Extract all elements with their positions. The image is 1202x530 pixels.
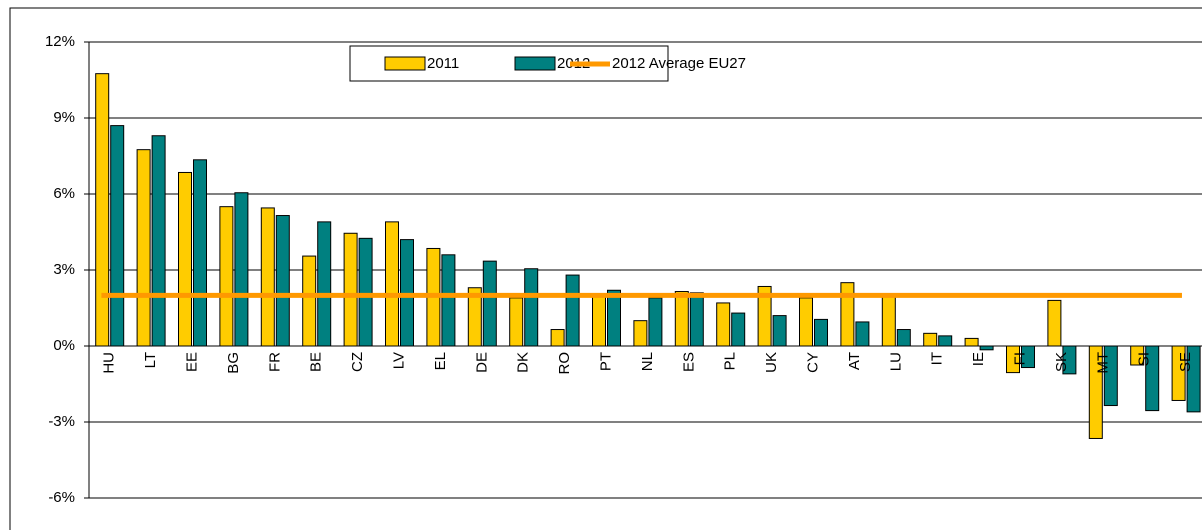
- bar: [358, 237, 373, 347]
- y-tick-label: -6%: [48, 489, 75, 506]
- x-tick-label: LT: [142, 352, 159, 368]
- bar: [193, 159, 207, 347]
- bar: [799, 297, 813, 347]
- legend-swatch: [514, 56, 556, 71]
- bar: [716, 302, 731, 347]
- y-tick-label: -3%: [48, 413, 75, 430]
- x-tick-label: BE: [308, 352, 325, 372]
- y-tick-label: 3%: [53, 261, 75, 278]
- bar: [385, 221, 399, 347]
- x-tick-label: LU: [887, 352, 904, 371]
- x-tick-label: DK: [515, 352, 532, 373]
- bar: [607, 289, 621, 347]
- bar: [1130, 345, 1145, 366]
- bar: [772, 315, 787, 347]
- bar: [482, 260, 497, 347]
- y-tick-label: 12%: [45, 33, 75, 50]
- y-tick-label: 9%: [53, 109, 75, 126]
- bar: [1103, 345, 1118, 407]
- y-tick-label: 6%: [53, 185, 75, 202]
- bar: [509, 297, 524, 347]
- x-tick-label: FR: [266, 352, 283, 372]
- bar: [302, 255, 317, 347]
- bar: [1088, 345, 1103, 439]
- bar: [219, 206, 234, 347]
- bar: [550, 329, 565, 347]
- bar: [979, 345, 994, 351]
- bar: [343, 232, 358, 347]
- bar: [260, 207, 275, 347]
- bar: [1047, 299, 1062, 347]
- bar: [964, 337, 979, 347]
- x-tick-label: IE: [970, 352, 987, 366]
- bar: [896, 329, 911, 347]
- legend-swatch: [384, 56, 426, 71]
- x-tick-label: NL: [639, 352, 656, 371]
- x-tick-label: SE: [1177, 352, 1194, 372]
- x-tick-label: CZ: [349, 352, 366, 372]
- bar: [689, 292, 704, 347]
- x-tick-label: UK: [763, 352, 780, 373]
- bar: [881, 294, 896, 347]
- bar: [840, 282, 855, 347]
- bar: [136, 149, 151, 347]
- bar: [110, 125, 125, 347]
- bar: [1062, 345, 1077, 375]
- x-tick-label: ES: [680, 352, 697, 372]
- x-tick-label: EL: [432, 352, 449, 370]
- bar: [923, 332, 938, 347]
- bar: [855, 321, 870, 347]
- bar: [1171, 345, 1186, 401]
- x-tick-label: CY: [804, 352, 821, 373]
- bar: [1145, 345, 1160, 412]
- x-tick-label: EE: [183, 352, 200, 372]
- x-tick-label: LV: [390, 352, 407, 369]
- bar: [524, 268, 539, 347]
- x-tick-label: AT: [846, 352, 863, 370]
- bar: [95, 73, 110, 347]
- bar: [317, 221, 332, 347]
- bar: [565, 274, 580, 347]
- bar: [441, 254, 456, 347]
- bar: [592, 294, 606, 347]
- bar: [1006, 345, 1020, 374]
- x-tick-label: BG: [225, 352, 242, 374]
- x-tick-label: DE: [473, 352, 490, 373]
- x-tick-label: SI: [1136, 352, 1153, 366]
- bar: [731, 312, 746, 347]
- bar: [674, 291, 689, 347]
- x-tick-label: MT: [1094, 352, 1111, 374]
- bar: [938, 335, 953, 347]
- legend-label: 2012 Average EU27: [612, 55, 746, 72]
- bar: [467, 287, 482, 347]
- x-tick-label: RO: [556, 352, 573, 375]
- bar: [234, 192, 249, 347]
- x-tick-label: HU: [101, 352, 118, 374]
- bar: [757, 285, 772, 347]
- bar: [178, 171, 192, 347]
- bar: [633, 320, 648, 347]
- bar: [648, 297, 663, 347]
- y-tick-label: 0%: [53, 337, 75, 354]
- x-tick-label: PL: [722, 352, 739, 370]
- x-tick-label: SK: [1053, 352, 1070, 372]
- bar: [814, 318, 828, 347]
- bar: [275, 215, 290, 347]
- chart-border: [9, 7, 1202, 530]
- x-tick-label: PT: [597, 352, 614, 371]
- legend-label: 2011: [427, 55, 459, 72]
- x-tick-label: IT: [929, 352, 946, 365]
- bar: [1021, 345, 1035, 369]
- bar: [151, 135, 166, 347]
- bar: [400, 239, 414, 347]
- bar: [1186, 345, 1201, 413]
- x-tick-label: FI: [1011, 352, 1028, 365]
